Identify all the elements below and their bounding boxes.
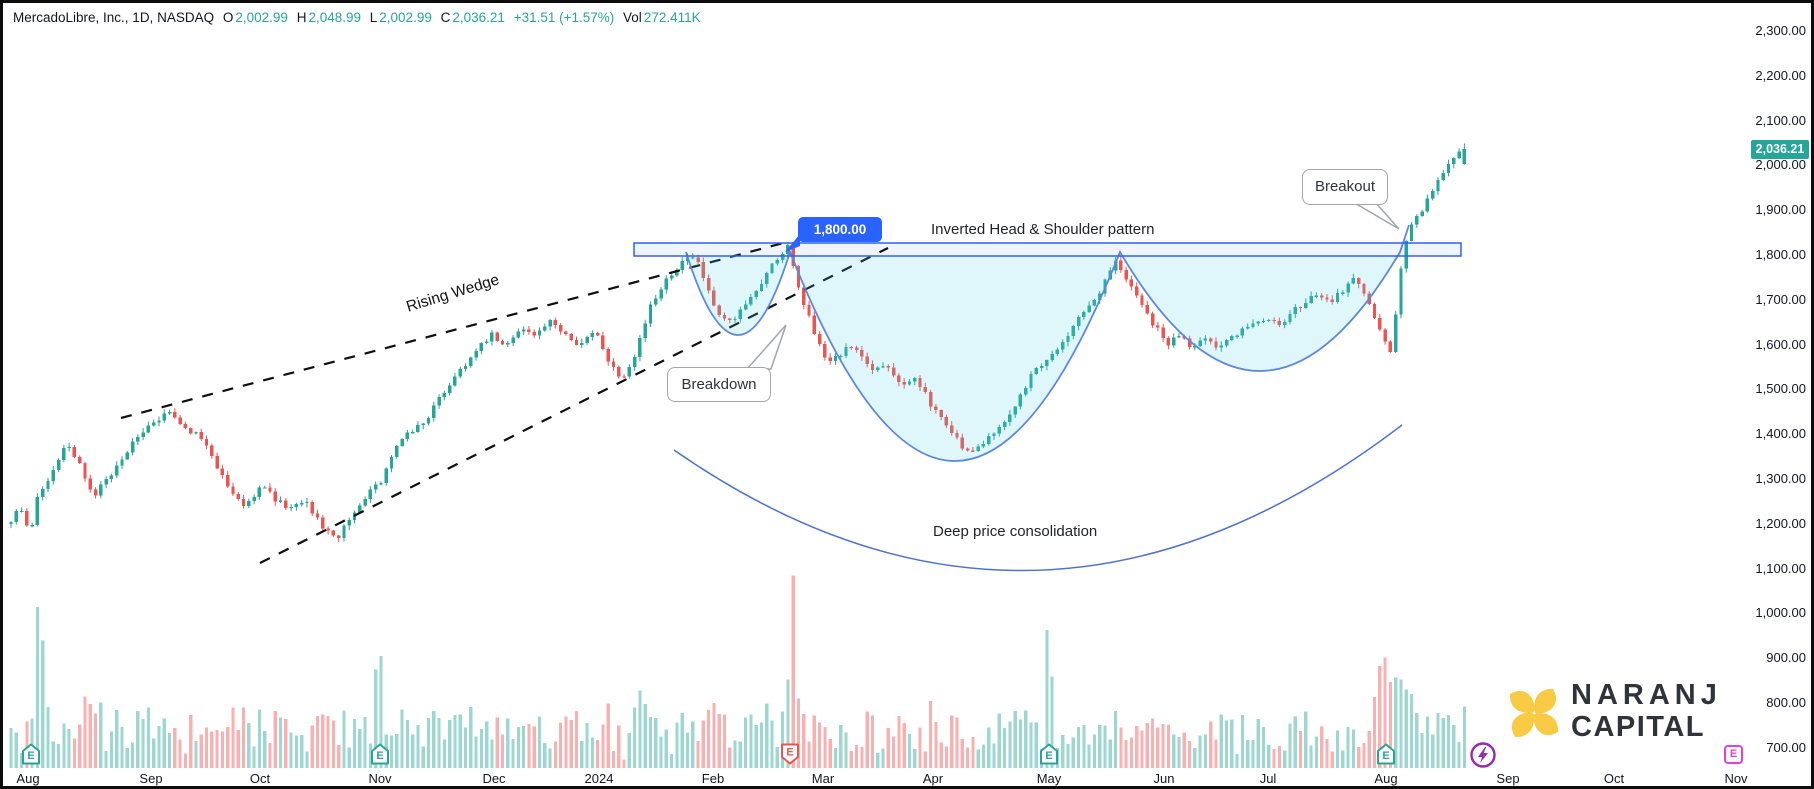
price-tick: 2,000.00 bbox=[1755, 157, 1806, 173]
time-tick: Feb bbox=[701, 771, 725, 786]
deep-consolidation-label[interactable]: Deep price consolidation bbox=[933, 523, 1098, 540]
candlestick-volume-canvas[interactable] bbox=[3, 3, 1814, 789]
price-tick: 2,200.00 bbox=[1755, 67, 1806, 83]
price-level-flag-1800[interactable]: 1,800.00 bbox=[798, 217, 882, 242]
price-tick: 2,100.00 bbox=[1755, 112, 1806, 128]
last-price-badge: 2,036.21 bbox=[1751, 140, 1809, 159]
naranj-logo-icon bbox=[1509, 688, 1559, 737]
lightning-event-icon[interactable] bbox=[1469, 741, 1497, 774]
price-tick: 1,200.00 bbox=[1755, 515, 1806, 531]
price-tick: 700.00 bbox=[1766, 739, 1806, 755]
time-tick: Oct bbox=[249, 771, 271, 786]
time-tick: Sep bbox=[139, 771, 163, 786]
high-value: 2,048.99 bbox=[308, 10, 361, 25]
volume-label: Vol bbox=[623, 10, 642, 25]
close-value: 2,036.21 bbox=[452, 10, 505, 25]
price-tick: 1,900.00 bbox=[1755, 202, 1806, 218]
price-tick: 1,600.00 bbox=[1755, 336, 1806, 352]
time-tick: Apr bbox=[922, 771, 944, 786]
time-tick: Dec bbox=[482, 771, 506, 786]
low-value: 2,002.99 bbox=[379, 10, 432, 25]
earnings-badge-icon[interactable]: E bbox=[22, 743, 40, 770]
open-label: O bbox=[222, 10, 234, 25]
time-tick: Sep bbox=[1496, 771, 1520, 786]
price-tick: 1,500.00 bbox=[1755, 381, 1806, 397]
naranj-capital-watermark: NARANJ CAPITAL bbox=[1507, 681, 1722, 742]
time-tick: 2024 bbox=[584, 771, 614, 786]
low-label: L bbox=[369, 10, 378, 25]
change-value: +31.51 (+1.57%) bbox=[513, 10, 615, 25]
logo-line2: CAPITAL bbox=[1571, 711, 1706, 743]
future-earnings-icon[interactable]: E bbox=[1724, 745, 1743, 764]
price-tick: 1,100.00 bbox=[1755, 560, 1806, 576]
volume-value: 272.411K bbox=[643, 10, 701, 25]
time-tick: Mar bbox=[811, 771, 835, 786]
price-tick: 800.00 bbox=[1766, 695, 1806, 710]
price-tick: 1,800.00 bbox=[1755, 247, 1806, 262]
time-tick: Jun bbox=[1153, 771, 1175, 786]
earnings-badge-icon[interactable]: E bbox=[1377, 743, 1395, 770]
svg-text:E: E bbox=[786, 747, 793, 759]
price-tick: 1,700.00 bbox=[1755, 291, 1806, 307]
time-tick: Oct bbox=[1603, 771, 1625, 786]
price-tick: 1,400.00 bbox=[1755, 426, 1806, 442]
earnings-badge-icon[interactable]: E bbox=[1040, 743, 1058, 770]
price-tick: 2,300.00 bbox=[1755, 23, 1806, 38]
earnings-badge-icon[interactable]: E bbox=[371, 743, 389, 770]
price-tick: 1,000.00 bbox=[1755, 605, 1806, 621]
time-tick: May bbox=[1036, 771, 1062, 786]
price-tick: 900.00 bbox=[1766, 650, 1806, 666]
close-label: C bbox=[440, 10, 451, 25]
open-value: 2,002.99 bbox=[235, 10, 288, 25]
symbol-title[interactable]: MercadoLibre, Inc., 1D, NASDAQ bbox=[13, 10, 215, 25]
earnings-badge-icon[interactable]: E bbox=[781, 743, 799, 770]
time-tick: Aug bbox=[1374, 771, 1398, 786]
time-tick: Aug bbox=[16, 771, 40, 786]
time-tick: Nov bbox=[368, 771, 392, 786]
time-tick: Jul bbox=[1259, 771, 1277, 786]
svg-text:E: E bbox=[1382, 750, 1389, 762]
svg-text:E: E bbox=[27, 750, 34, 762]
breakout-callout[interactable]: Breakout bbox=[1302, 169, 1388, 205]
time-tick: Nov bbox=[1724, 771, 1748, 786]
inverted-head-shoulder-label[interactable]: Inverted Head & Shoulder pattern bbox=[931, 221, 1155, 238]
svg-text:E: E bbox=[376, 750, 383, 762]
symbol-info-bar: MercadoLibre, Inc., 1D, NASDAQ O 2,002.99… bbox=[13, 10, 706, 25]
logo-line1: NARANJ bbox=[1571, 679, 1722, 711]
breakdown-callout[interactable]: Breakdown bbox=[667, 367, 771, 402]
svg-text:E: E bbox=[1045, 750, 1052, 762]
pattern-drawings-overlay bbox=[120, 201, 1462, 572]
price-tick: 1,300.00 bbox=[1755, 471, 1806, 486]
high-label: H bbox=[296, 10, 307, 25]
